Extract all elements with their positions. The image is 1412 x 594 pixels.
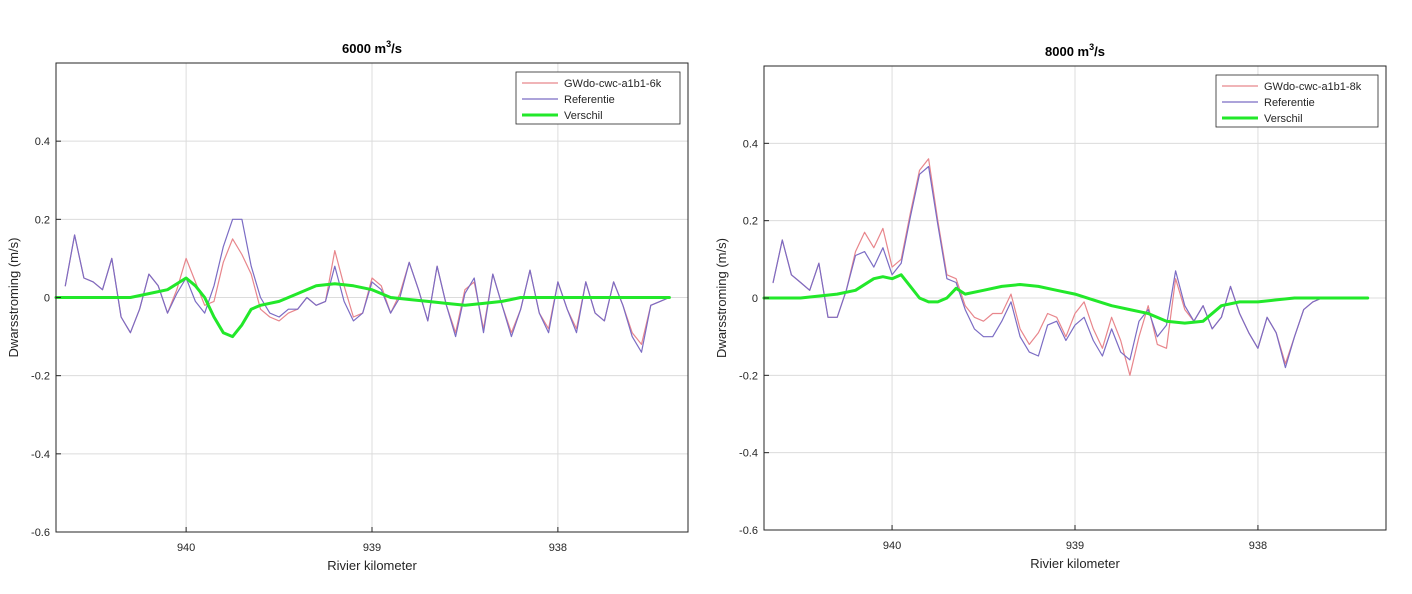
legend-entry: Referentie (1264, 97, 1315, 109)
y-tick-label: 0 (44, 293, 50, 305)
y-tick-label: 0.4 (743, 138, 758, 150)
series-line-referentie (64, 218, 670, 353)
y-tick-label: -0.6 (739, 525, 758, 537)
legend: GWdo-cwc-a1b1-6k Referentie Verschil (515, 71, 681, 125)
legend-entry: Verschil (1264, 113, 1303, 125)
x-tick-label: 940 (883, 540, 901, 552)
x-tick-label: 939 (1066, 540, 1084, 552)
y-axis-label: Dwarsstroming (m/s) (6, 238, 21, 358)
chart-1: 940 939 938 -0.6 -0.4 -0.2 0 0.2 0.4 6000 m3/s Riv… (6, 39, 689, 573)
legend-entry: Referentie (564, 94, 615, 106)
y-tick-label: -0.4 (31, 449, 50, 461)
y-tick-label: 0.2 (35, 214, 50, 226)
y-tick-label: 0.4 (35, 136, 50, 148)
x-tick-label: 938 (549, 542, 567, 554)
series-line-referentie (772, 165, 1369, 369)
legend-entry: GWdo-cwc-a1b1-8k (1264, 81, 1362, 93)
legend-entry: GWdo-cwc-a1b1-6k (564, 78, 662, 90)
chart-title: 8000 m3/s (1045, 42, 1105, 59)
x-tick-label: 939 (363, 542, 381, 554)
x-axis-label: Rivier kilometer (327, 558, 417, 573)
legend: GWdo-cwc-a1b1-8k Referentie Verschil (1215, 74, 1379, 128)
y-tick-label: -0.6 (31, 527, 50, 539)
x-tick-label: 938 (1249, 540, 1267, 552)
series-line-verschil (762, 273, 1370, 325)
y-axis-label: Dwarsstroming (m/s) (714, 238, 729, 358)
y-tick-label: 0 (752, 293, 758, 305)
chart-title: 6000 m3/s (342, 39, 402, 56)
x-tick-label: 940 (177, 542, 195, 554)
y-tick-label: -0.4 (739, 448, 758, 460)
y-tick-label: -0.2 (739, 370, 758, 382)
legend-entry: Verschil (564, 110, 603, 122)
series-line-verschil (54, 276, 671, 339)
y-tick-label: 0.2 (743, 216, 758, 228)
x-axis-label: Rivier kilometer (1030, 556, 1120, 571)
y-tick-label: -0.2 (31, 371, 50, 383)
chart-2: 940 939 938 -0.6 -0.4 -0.2 0 0.2 0.4 8000 m3/s Riv… (714, 42, 1387, 571)
